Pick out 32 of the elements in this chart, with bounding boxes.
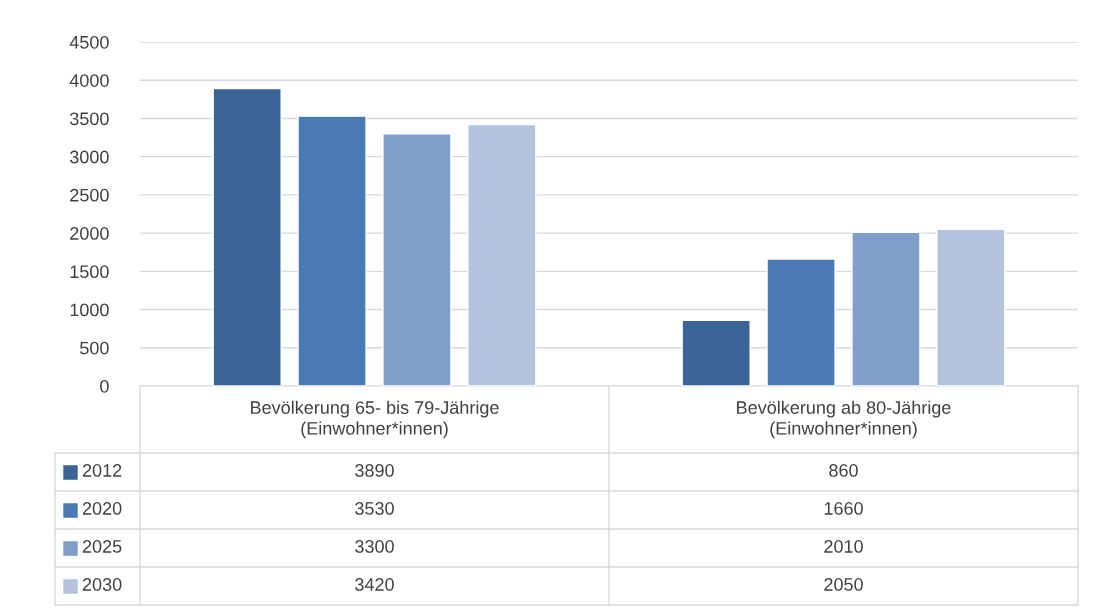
bar bbox=[212, 87, 282, 386]
y-tick-label: 2500 bbox=[70, 188, 109, 202]
bar bbox=[936, 228, 1006, 386]
y-tick-label: 0 bbox=[100, 379, 109, 393]
y-tick-label: 1000 bbox=[70, 303, 109, 317]
y-tick-label: 2000 bbox=[70, 227, 109, 240]
y-tick-label: 3500 bbox=[69, 112, 109, 126]
legend-label: 2012 bbox=[82, 464, 122, 477]
data-label: 3300 bbox=[355, 540, 394, 553]
bar bbox=[851, 231, 921, 386]
bar bbox=[467, 123, 537, 386]
legend-label: 2025 bbox=[82, 540, 122, 553]
bar bbox=[382, 133, 452, 386]
y-tick-label: 4000 bbox=[69, 74, 109, 87]
legend-label: 2030 bbox=[82, 578, 122, 591]
y-tick-label: 4500 bbox=[69, 35, 109, 49]
data-label: 1660 bbox=[824, 502, 863, 515]
x-tick-label: Bevölkerung ab 80-Jährige (Einwohner*innen) bbox=[737, 400, 951, 439]
bar bbox=[297, 115, 367, 386]
data-label: 3530 bbox=[355, 502, 394, 515]
data-label: 2050 bbox=[824, 578, 863, 591]
y-tick-label: 1500 bbox=[70, 265, 109, 279]
x-tick-label: Bevölkerung 65- bis 79-Jährige (Einwohner*innen) bbox=[251, 400, 499, 439]
legend-label: 2020 bbox=[82, 502, 122, 515]
y-tick-label: 500 bbox=[80, 341, 109, 355]
y-tick-label: 3000 bbox=[69, 150, 109, 164]
data-label: 860 bbox=[829, 464, 858, 477]
data-label: 3890 bbox=[355, 464, 394, 477]
bar bbox=[681, 319, 751, 386]
data-label: 3420 bbox=[355, 578, 394, 591]
bar bbox=[766, 258, 836, 386]
data-label: 2010 bbox=[824, 540, 863, 553]
